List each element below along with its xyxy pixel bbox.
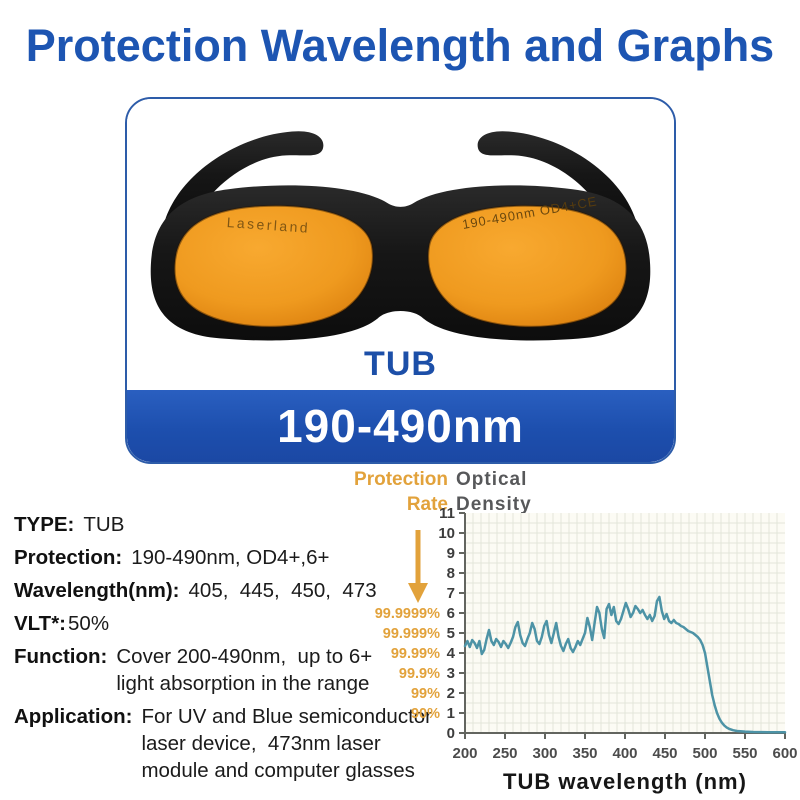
protection-rate-label: 99.9%: [399, 666, 440, 682]
left-lens: [173, 204, 374, 328]
spec-list: TYPE: TUB Protection: 190-490nm, OD4+,6+…: [14, 511, 462, 790]
product-card: Laserland 190-490nm OD4+CE TUB 190-490nm: [125, 97, 676, 464]
y-tick-label: 6: [447, 605, 455, 622]
protection-rate-label: 99%: [411, 686, 440, 702]
spec-value: TUB: [83, 513, 125, 536]
spec-label: Protection:: [14, 546, 123, 569]
lens-brand-text: Laserland: [226, 214, 310, 236]
spec-row-application: Application: For UV and Blue semiconduct…: [14, 703, 462, 784]
spec-label: VLT*:: [14, 612, 67, 635]
spec-value: Cover 200-490nm, up to 6+ light absorpti…: [116, 645, 373, 695]
spec-label: Function:: [14, 645, 108, 668]
x-tick-label: 250: [492, 745, 517, 762]
x-tick-label: 550: [732, 745, 757, 762]
y-tick-label: 2: [447, 685, 455, 702]
y-tick-label: 10: [438, 525, 455, 542]
protection-rate-label: 99.99%: [391, 646, 440, 662]
glasses-photo: Laserland 190-490nm OD4+CE TUB: [127, 99, 674, 390]
y-tick-label: 4: [447, 645, 456, 662]
spec-value: For UV and Blue semiconductor laser devi…: [141, 705, 432, 782]
y-tick-label: 5: [447, 625, 455, 642]
spec-label: TYPE:: [14, 513, 75, 536]
optical-density-chart: 0 1 2 3 4 5 6 7 8 9 10 11 99.9999% 99.999% 99.99% 99.9%…: [375, 505, 798, 794]
spec-label: Wavelength(nm):: [14, 579, 180, 602]
x-tick-label: 200: [452, 745, 477, 762]
y-tick-label: 3: [447, 665, 455, 682]
model-label: TUB: [364, 345, 437, 383]
spec-row-type: TYPE: TUB: [14, 511, 462, 538]
down-arrow-head-icon: [408, 583, 428, 603]
y-tick-label: 7: [447, 585, 455, 602]
x-tick-label: 500: [692, 745, 717, 762]
spec-row-function: Function: Cover 200-490nm, up to 6+ ligh…: [14, 643, 462, 697]
wavelength-banner: 190-490nm: [127, 390, 674, 462]
x-axis-label: TUB wavelength (nm): [503, 769, 747, 794]
y-tick-label: 11: [439, 505, 455, 522]
x-tick-label: 450: [652, 745, 677, 762]
page-title: Protection Wavelength and Graphs: [25, 20, 775, 71]
x-tick-label: 600: [772, 745, 797, 762]
spec-value: 405, 445, 450, 473: [188, 579, 377, 602]
spec-row-wavelength: Wavelength(nm): 405, 445, 450, 473: [14, 577, 462, 604]
spec-row-protection: Protection: 190-490nm, OD4+,6+: [14, 544, 462, 571]
right-lens: [427, 204, 628, 328]
spec-value: 50%: [68, 612, 110, 635]
spec-row-vlt: VLT*: 50%: [14, 610, 462, 637]
spec-value: 190-490nm, OD4+,6+: [131, 546, 330, 569]
optical-density-header: Optical Density: [456, 469, 532, 515]
y-tick-label: 1: [447, 705, 455, 722]
protection-rate-label: 99.9999%: [375, 606, 440, 622]
od-curve: [463, 595, 787, 734]
y-tick-label: 8: [447, 565, 455, 582]
y-tick-label: 9: [447, 545, 455, 562]
protection-rate-label: 90%: [411, 706, 440, 722]
spec-label: Application:: [14, 705, 133, 728]
x-tick-label: 300: [532, 745, 557, 762]
glasses-illustration: Laserland 190-490nm OD4+CE: [150, 131, 651, 341]
x-tick-label: 400: [612, 745, 637, 762]
protection-rate-header: Protection Rate: [354, 469, 448, 515]
y-tick-label: 0: [447, 725, 455, 742]
protection-rate-label: 99.999%: [383, 626, 440, 642]
x-tick-label: 350: [572, 745, 597, 762]
